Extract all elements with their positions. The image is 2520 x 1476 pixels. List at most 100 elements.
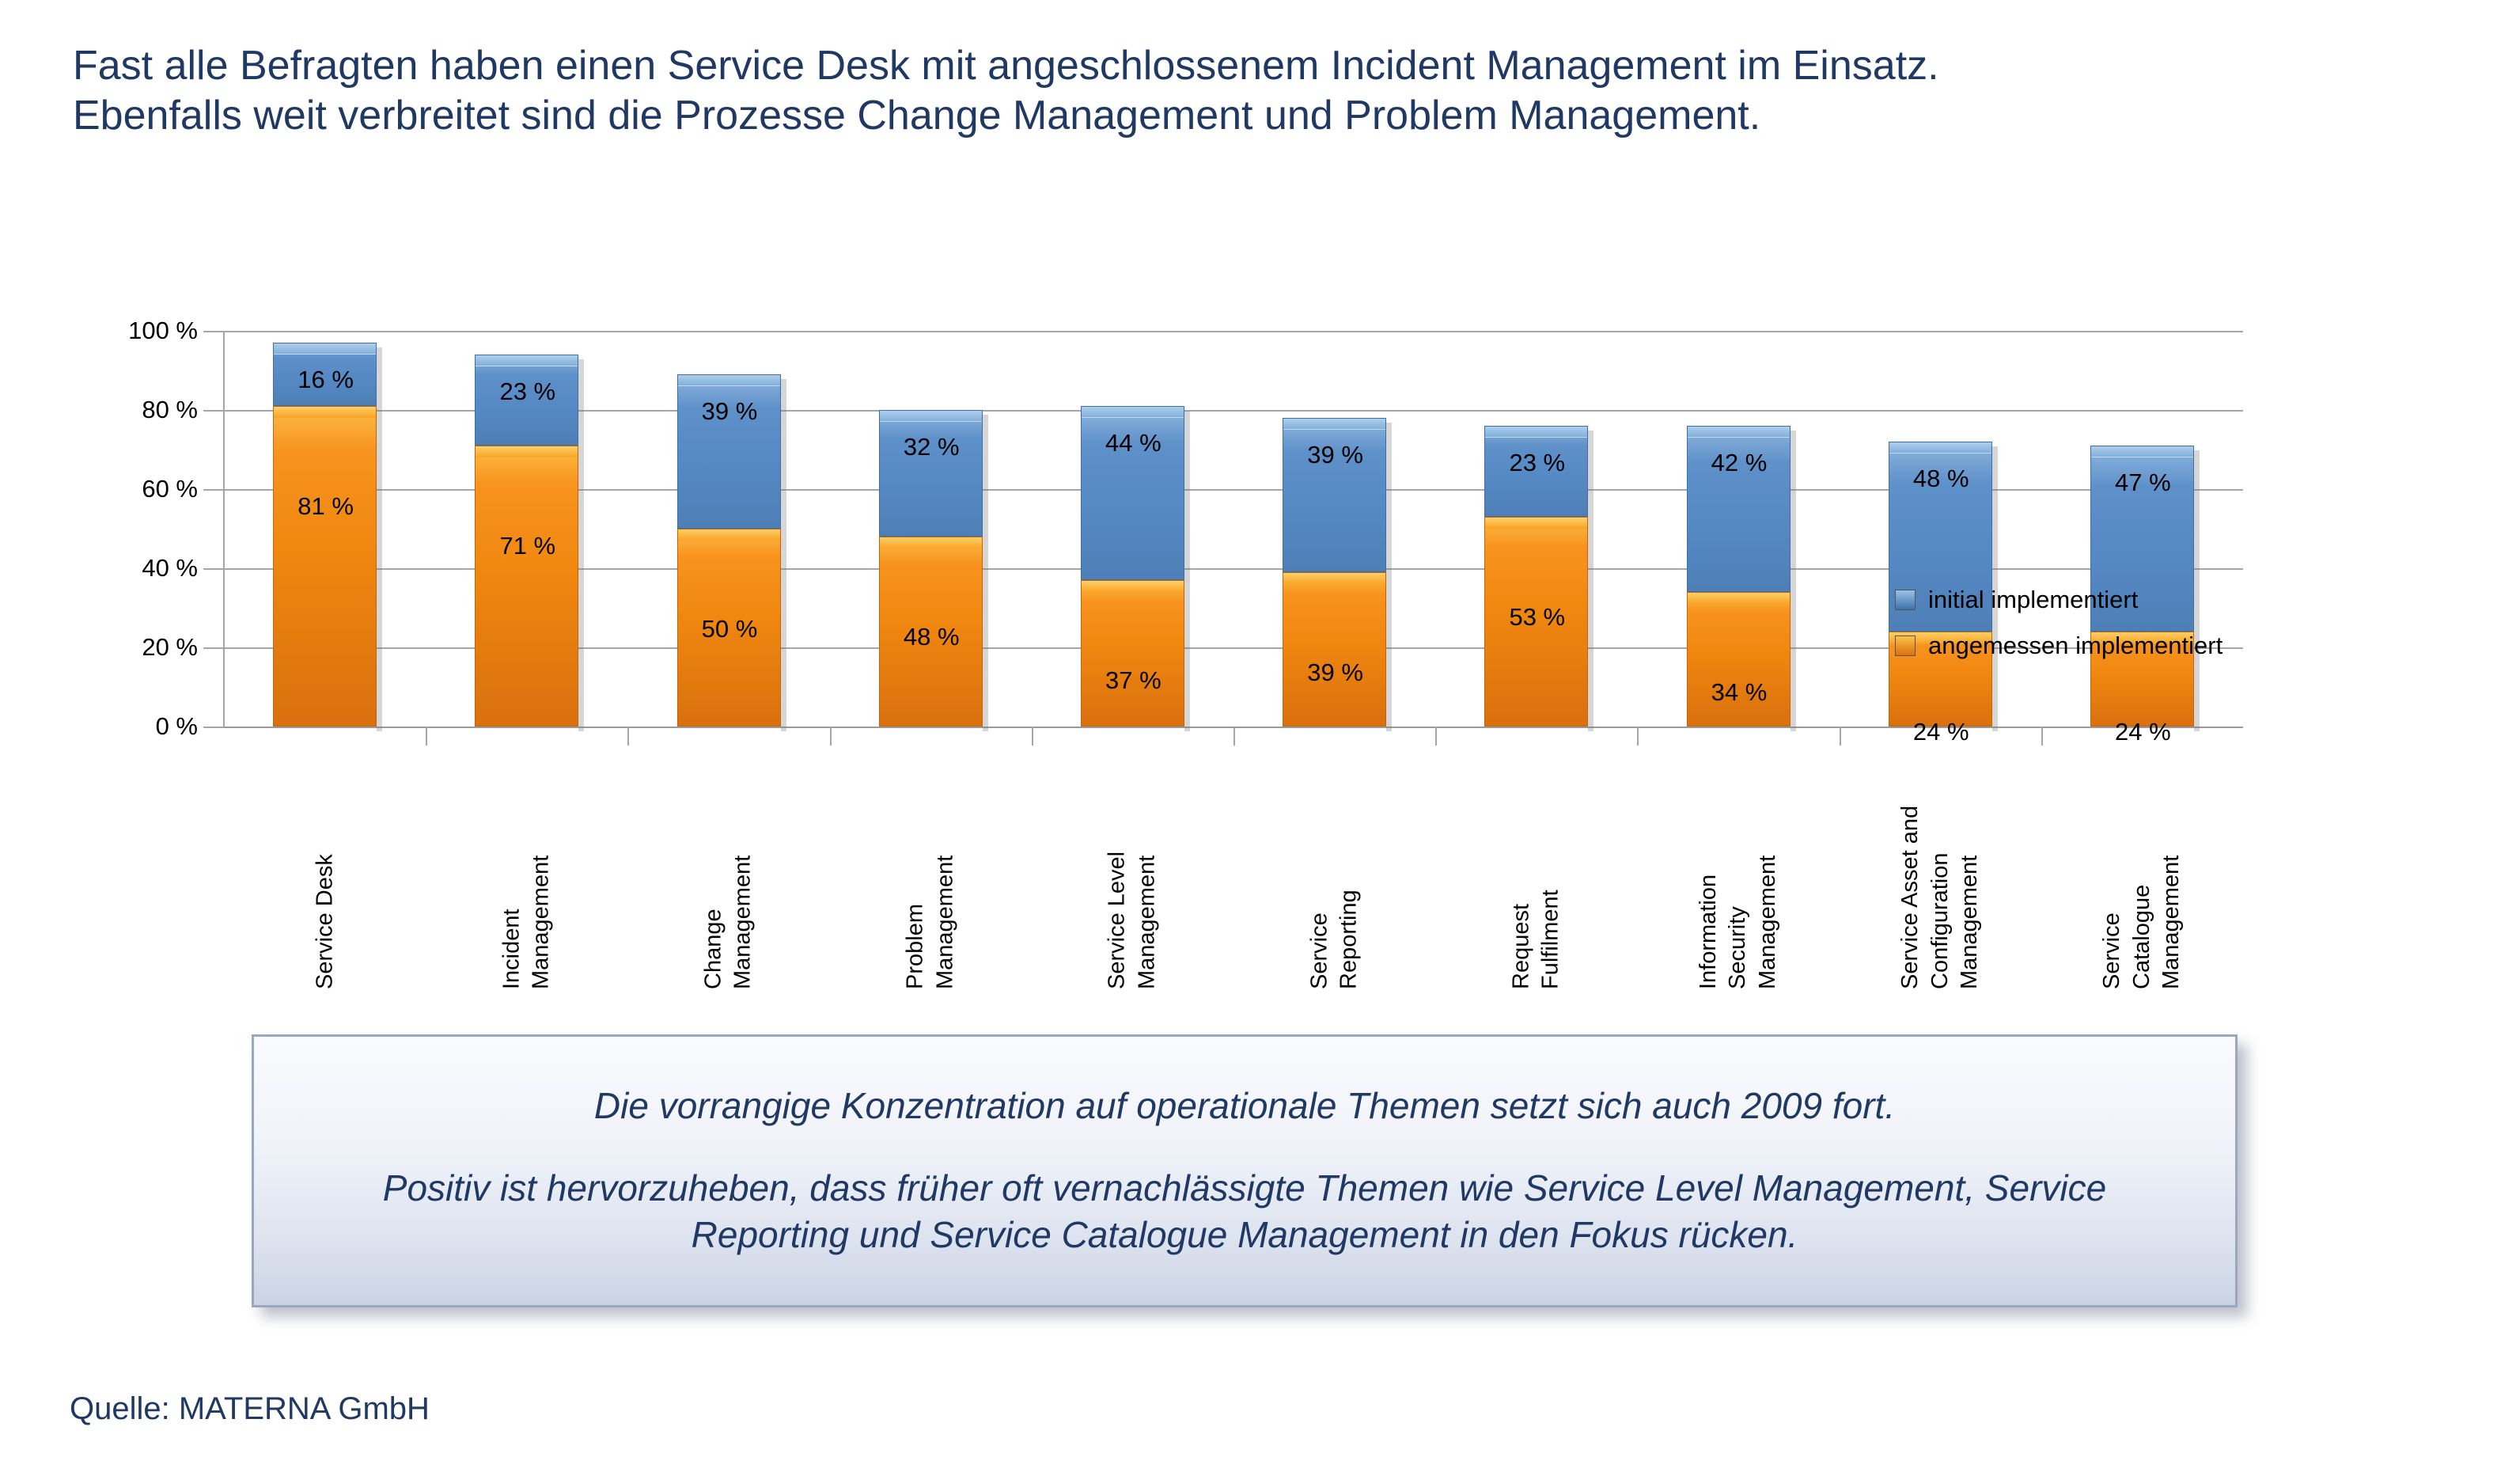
category-label-line: Fulfilment [1537,890,1563,989]
bar-column[interactable]: 71 % 23 % [475,355,585,731]
bar-segment-initial[interactable]: 16 % [273,343,377,406]
legend-swatch-icon [1895,590,1916,610]
bar-value-label: 32 % [903,433,960,461]
gridline-80 [224,410,2243,412]
bar-segment-angemessen[interactable]: 34 % [1686,592,1791,727]
bar-value-label: 24 % [2115,718,2171,746]
gridline-100 [224,331,2243,332]
category-label-line: Change [700,909,726,989]
bar-column[interactable]: 53 % 23 % [1484,426,1594,731]
bar-segment-initial[interactable]: 44 % [1080,406,1184,580]
bar-column[interactable]: 24 % 48 % [1888,442,1998,746]
y-axis-line [223,331,225,728]
category-label-line: Management [932,855,958,989]
bar-segment-initial[interactable]: 39 % [676,374,781,529]
bar-value-label: 71 % [499,532,556,560]
bar-segment-angemessen[interactable]: 39 % [1283,572,1387,727]
x-axis-category-label: Service Desk [273,752,377,989]
bar-segment-initial[interactable]: 39 % [1283,418,1387,572]
bar-value-label: 48 % [1912,465,1969,492]
y-axis-labels: 0 % 20 % 40 % 60 % 80 % 100 % [87,317,198,740]
bar-segment-angemessen[interactable]: 24 % [1888,632,1992,746]
chart-plot-area: 81 % 16 % Service Desk 71 % 23 % Incident Mana… [203,331,2243,989]
bar-segment-angemessen[interactable]: 24 % [2090,632,2194,746]
x-axis-category-label: Problem Management [879,752,983,989]
x-axis-category-label: Service Reporting [1283,752,1386,989]
category-label-line: Service Asset and [1897,805,1923,989]
bar-column[interactable]: 39 % 39 % [1283,418,1393,731]
bar-column[interactable]: 81 % 16 % [273,343,383,731]
bar-value-label: 44 % [1105,429,1161,457]
y-tick-80 [203,410,224,412]
category-label-line: Management [2158,855,2185,989]
legend-item[interactable]: angemessen implementiert [1895,630,2223,662]
callout-box: Die vorrangige Konzentration auf operati… [252,1034,2238,1307]
x-tick [1031,727,1033,746]
bar-value-label: 34 % [1711,678,1768,706]
bar-value-label: 23 % [1509,449,1566,476]
x-axis-category-label: Change Management [677,752,781,989]
bar-value-label: 39 % [1307,658,1363,686]
y-axis-label-20: 20 % [142,633,198,661]
x-tick [426,727,428,746]
bar-segment-angemessen[interactable]: 48 % [878,537,983,727]
source-note: Quelle: MATERNA GmbH [70,1391,430,1426]
x-tick [1839,727,1841,746]
bar-column[interactable]: 34 % 42 % [1686,426,1796,731]
legend-swatch-icon [1895,636,1916,656]
legend-label: initial implementiert [1928,586,2139,613]
x-axis-category-label: Service Asset and Configuration Management [1889,752,1992,989]
x-tick [627,727,630,746]
callout-paragraph-2: Positiv ist hervorzuheben, dass früher o… [382,1167,2107,1256]
bar-column[interactable]: 50 % 39 % [676,374,786,731]
bar-segment-initial[interactable]: 47 % [2090,446,2194,632]
x-tick [1435,727,1438,746]
bar-segment-angemessen[interactable]: 37 % [1080,580,1184,727]
bar-segment-angemessen[interactable]: 81 % [273,406,377,727]
gridline-40 [224,568,2243,570]
y-axis-label-40: 40 % [142,554,198,582]
bar-column[interactable]: 24 % 47 % [2090,446,2200,746]
x-tick [1637,727,1639,746]
category-label-line: Catalogue [2128,884,2154,989]
bar-segment-initial[interactable]: 32 % [878,410,983,537]
category-label-line: Configuration [1927,852,1953,990]
bar-segment-initial[interactable]: 23 % [1484,426,1589,517]
bar-column[interactable]: 48 % 32 % [878,410,988,731]
bar-segment-angemessen[interactable]: 71 % [475,446,579,727]
category-label-line: Management [528,855,554,989]
y-tick-20 [203,647,224,649]
bar-value-label: 37 % [1105,666,1161,694]
x-axis-category-label: Incident Management [475,752,578,989]
x-tick [829,727,832,746]
category-label-line: Information [1695,874,1721,989]
y-axis-label-60: 60 % [142,475,198,503]
category-label-line: Service Desk [311,854,337,989]
y-axis-label-100: 100 % [128,317,198,344]
bar-value-label: 39 % [1307,441,1363,469]
category-label-line: Service [2099,913,2125,989]
category-label-line: Management [1956,855,1982,989]
bar-segment-initial[interactable]: 23 % [475,355,579,446]
gridline-20 [224,647,2243,649]
legend-item[interactable]: initial implementiert [1895,584,2138,616]
title-line-2: Ebenfalls weit verbreitet sind die Proze… [73,93,1761,139]
y-axis-label-80: 80 % [142,396,198,423]
category-label-line: Service [1306,913,1332,989]
page-title: Fast alle Befragten haben einen Service … [73,41,2415,142]
bar-segment-initial[interactable]: 42 % [1686,426,1791,592]
category-label-line: Management [1134,855,1160,989]
stacked-bar-chart: 0 % 20 % 40 % 60 % 80 % 100 % 81 % 16 % Service… [0,285,2520,989]
x-tick [2041,727,2043,746]
category-label-line: Problem [902,904,928,989]
bar-value-label: 47 % [2115,469,2171,496]
bar-value-label: 23 % [499,378,556,405]
x-axis-category-label: Service Catalogue Management [2090,752,2194,989]
category-label-line: Management [1754,855,1780,989]
gridline-60 [224,489,2243,491]
bar-column[interactable]: 37 % 44 % [1080,406,1190,731]
bar-segment-angemessen[interactable]: 53 % [1484,517,1589,727]
bar-value-label: 24 % [1912,718,1969,746]
bar-segment-angemessen[interactable]: 50 % [676,529,781,727]
